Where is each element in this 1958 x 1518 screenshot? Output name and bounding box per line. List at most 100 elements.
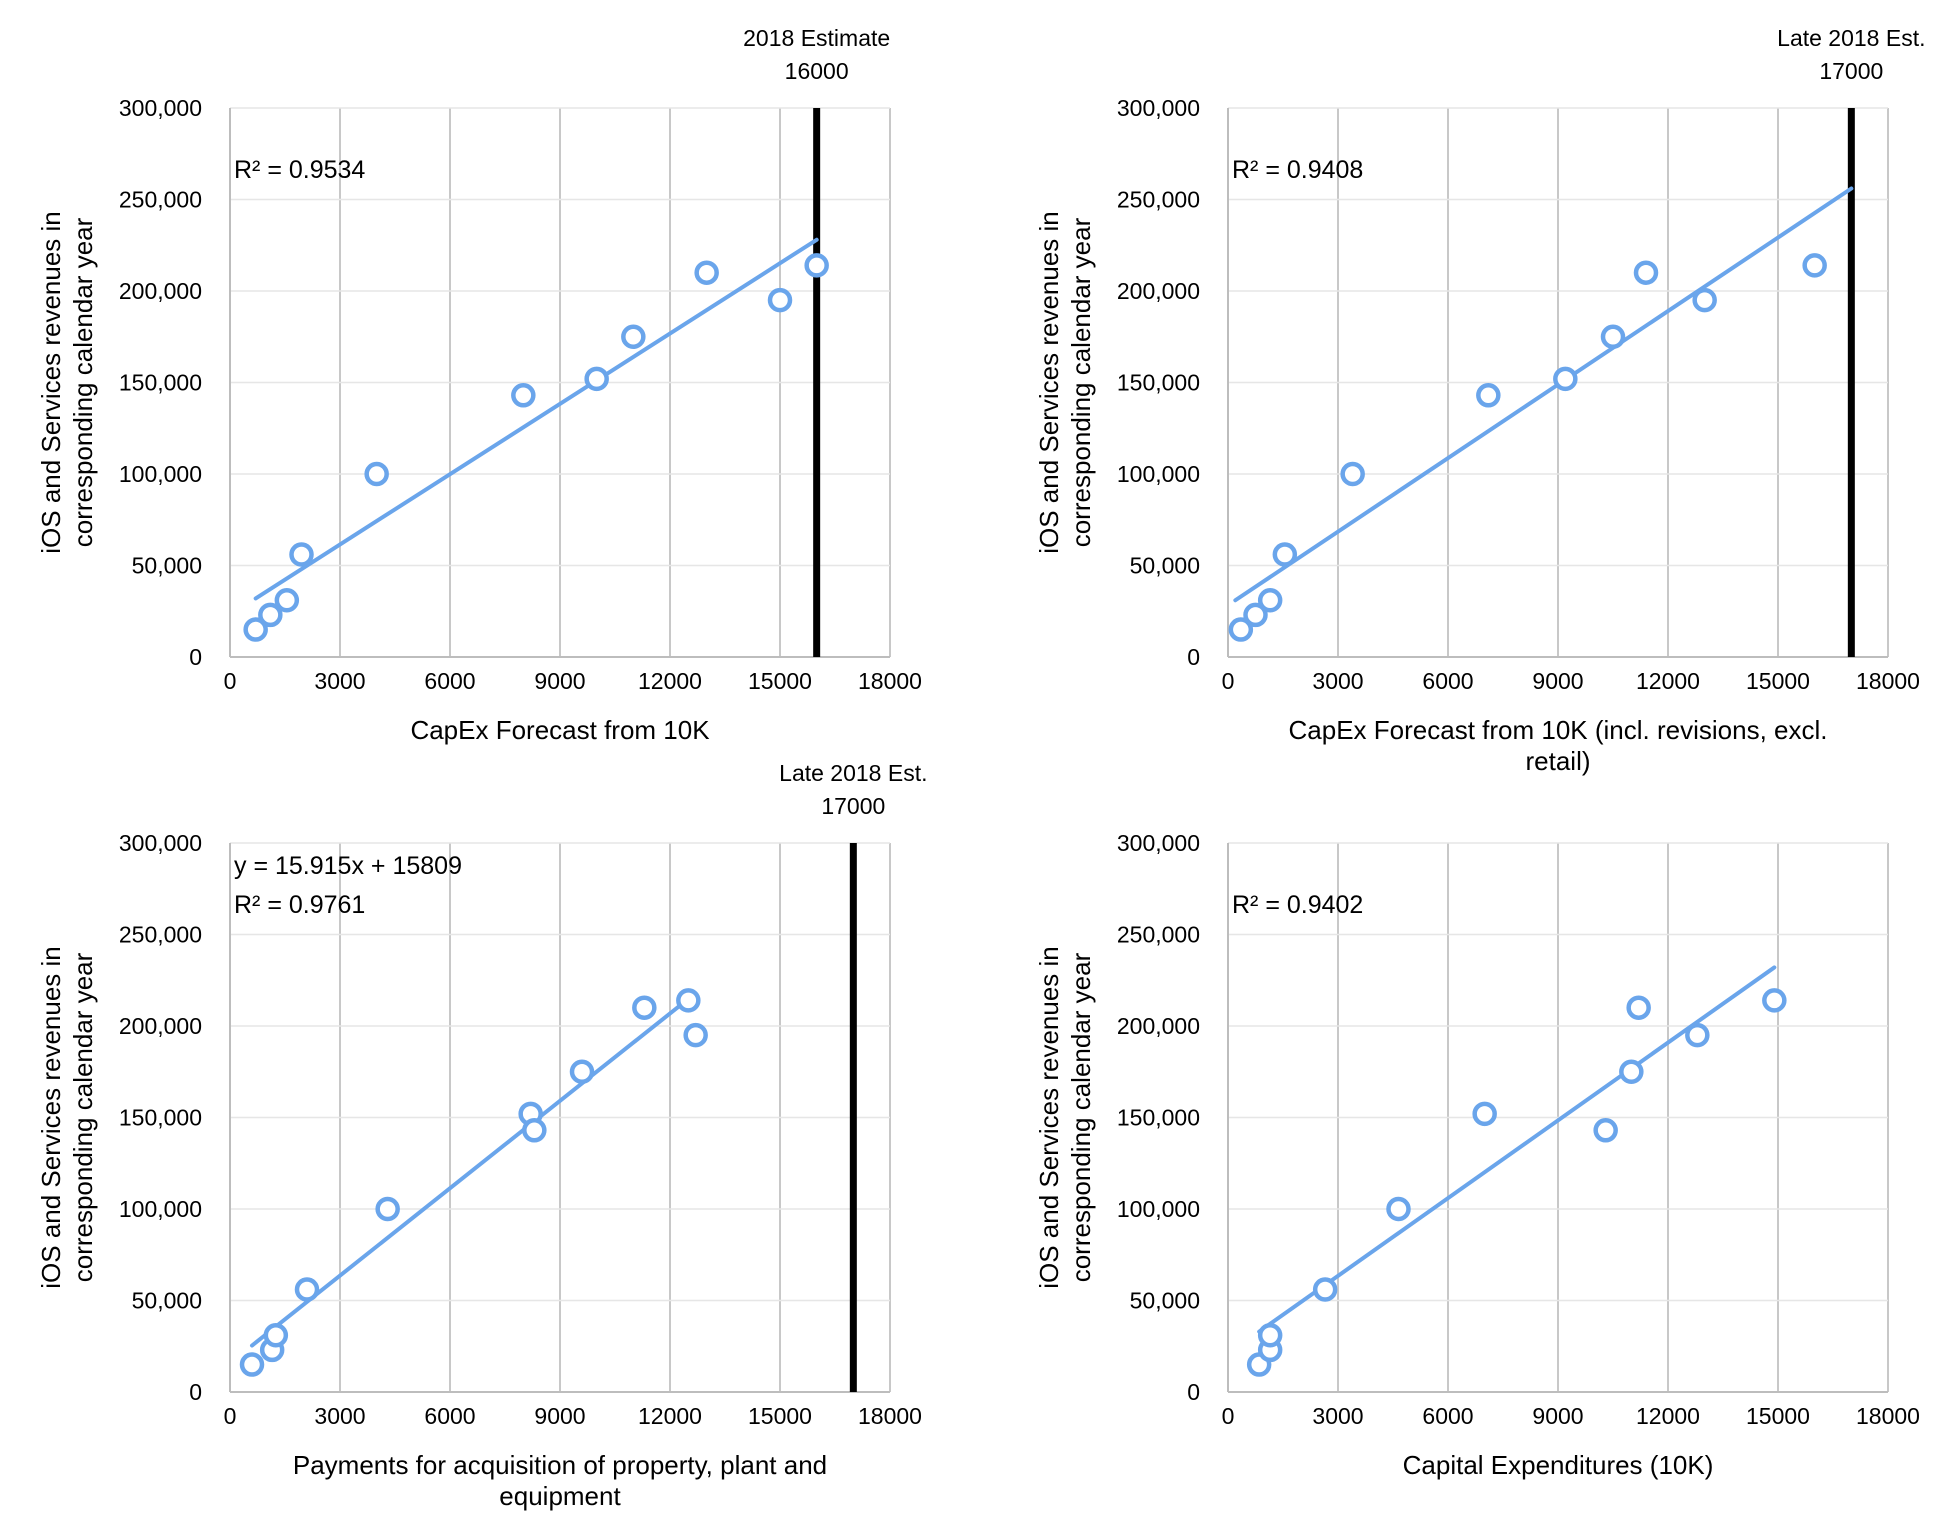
x-tick-label: 0 [224,1403,237,1429]
data-point [1476,383,1501,408]
regression-stat: R² = 0.9534 [234,156,365,184]
x-tick-label: 15000 [1746,1403,1810,1429]
x-tick-label: 0 [1222,1403,1235,1429]
data-point [1600,324,1626,349]
y-axis-label: corresponding calendar year [1066,952,1096,1282]
x-axis-label: retail) [1525,746,1590,776]
data-point [258,602,283,628]
x-tick-label: 12000 [638,1403,702,1429]
x-tick-label: 15000 [748,668,812,694]
y-tick-label: 0 [189,644,202,670]
data-point [522,1118,547,1143]
trendline [253,237,819,601]
y-tick-label: 200,000 [119,1013,202,1039]
regression-stat: y = 15.915x + 15809 [234,852,462,880]
y-tick-label: 50,000 [1130,553,1200,579]
data-point [1553,366,1578,392]
y-tick-label: 0 [189,1379,202,1405]
data-point [1243,602,1268,628]
x-tick-label: 9000 [1532,1403,1583,1429]
y-tick-label: 50,000 [1130,1288,1200,1314]
x-tick-label: 6000 [424,1403,475,1429]
y-tick-label: 150,000 [1117,370,1200,396]
data-point [804,253,829,278]
chart-panel-4: 0 3000 6000 9000 12000 15000 18000 0 50,000 100,0… [1034,830,1920,1480]
data-point [294,1277,320,1302]
data-point [1257,1323,1283,1348]
estimate-label: Late 2018 Est. [1777,25,1925,51]
y-tick-label: 0 [1187,1379,1200,1405]
y-tick-label: 200,000 [1117,1013,1200,1039]
data-point [274,588,300,613]
data-point [1619,1059,1644,1084]
data-point [1228,617,1254,642]
estimate-label: 2018 Estimate [743,25,890,51]
y-tick-label: 250,000 [119,922,202,948]
x-tick-label: 3000 [1312,668,1363,694]
x-tick-label: 3000 [1312,1403,1363,1429]
data-point [1472,1101,1497,1127]
y-tick-label: 100,000 [1117,461,1200,487]
x-tick-label: 12000 [1636,1403,1700,1429]
data-point [289,542,314,567]
y-tick-label: 50,000 [132,553,202,579]
x-tick-label: 15000 [1746,668,1810,694]
y-axis-label: corresponding calendar year [68,952,98,1282]
y-tick-label: 300,000 [119,830,202,856]
y-tick-label: 300,000 [1117,95,1200,121]
data-point [676,988,701,1013]
data-point [1272,542,1298,567]
y-axis-label: iOS and Services revenues in [36,946,66,1289]
data-point [1312,1277,1338,1302]
data-point [694,260,719,285]
trendline [1233,186,1854,603]
x-tick-label: 3000 [314,1403,365,1429]
data-point [1386,1196,1411,1222]
y-tick-label: 300,000 [1117,830,1200,856]
data-point [1685,1022,1710,1048]
data-point [1340,461,1365,487]
data-point [569,1059,595,1084]
data-point [263,1323,289,1348]
data-point [511,383,536,408]
y-axis-label: iOS and Services revenues in [1034,946,1064,1289]
y-axis-label: corresponding calendar year [1066,217,1096,547]
regression-stat: R² = 0.9761 [234,891,365,919]
y-tick-label: 250,000 [1117,922,1200,948]
trendline [1257,965,1777,1334]
data-point [1762,988,1787,1013]
y-axis-label: iOS and Services revenues in [1034,211,1064,554]
y-tick-label: 150,000 [119,370,202,396]
estimate-label: Late 2018 Est. [779,760,927,786]
x-tick-label: 9000 [534,668,585,694]
y-tick-label: 100,000 [1117,1196,1200,1222]
y-tick-label: 200,000 [1117,278,1200,304]
data-point [1257,588,1283,613]
y-tick-label: 200,000 [119,278,202,304]
data-point [1626,995,1651,1020]
x-tick-label: 12000 [1636,668,1700,694]
x-tick-label: 9000 [534,1403,585,1429]
estimate-label: 17000 [821,793,885,819]
y-axis-label: corresponding calendar year [68,217,98,547]
data-point [683,1022,708,1048]
y-tick-label: 150,000 [119,1105,202,1131]
x-tick-label: 3000 [314,668,365,694]
x-tick-label: 18000 [858,668,922,694]
x-tick-label: 9000 [1532,668,1583,694]
data-point [239,1352,265,1377]
chart-panel-2: 0 3000 6000 9000 12000 15000 18000 0 50,000 100,0… [1034,25,1926,776]
y-tick-label: 0 [1187,644,1200,670]
trendline [250,996,691,1348]
x-tick-label: 18000 [1856,668,1920,694]
y-tick-label: 150,000 [1117,1105,1200,1131]
data-point [584,366,609,392]
estimate-label: 16000 [785,58,849,84]
data-point [621,324,646,349]
data-point [243,617,268,642]
data-point [375,1196,400,1222]
data-point [632,995,657,1020]
chart-panel-3: 0 3000 6000 9000 12000 15000 18000 0 50,000 100,0… [36,760,928,1511]
y-tick-label: 250,000 [1117,187,1200,213]
